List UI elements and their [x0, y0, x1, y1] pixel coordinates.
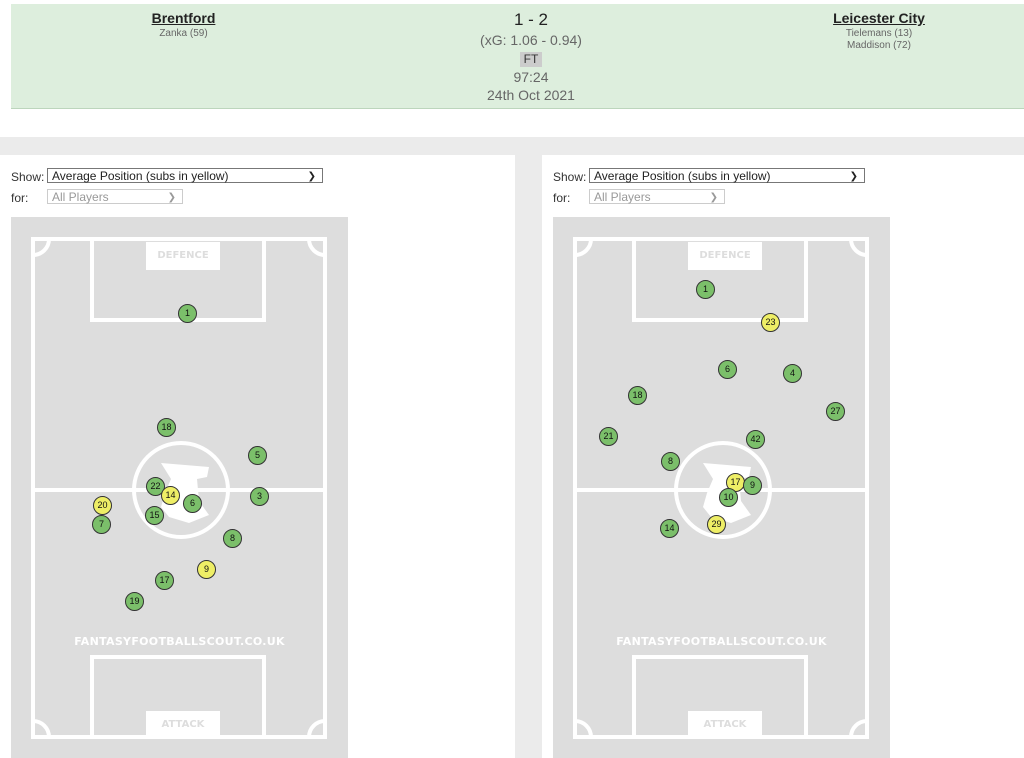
- for-label: for:: [11, 191, 29, 205]
- for-row: for: All Players ❯: [553, 189, 725, 205]
- show-label: Show:: [11, 170, 45, 184]
- watermark: FANTASYFOOTBALLSCOUT.CO.UK: [74, 635, 285, 648]
- match-clock: 97:24: [513, 69, 549, 85]
- player-marker[interactable]: 20: [93, 496, 112, 515]
- show-select-value: Average Position (subs in yellow): [52, 169, 229, 183]
- player-marker[interactable]: 1: [178, 304, 197, 323]
- player-marker[interactable]: 15: [145, 506, 164, 525]
- score-block: 1 - 2 (xG: 1.06 - 0.94) FT 97:24 24th Oc…: [431, 10, 631, 104]
- chevron-down-icon: ❯: [307, 171, 316, 182]
- player-marker[interactable]: 27: [826, 402, 845, 421]
- chevron-down-icon: ❯: [167, 192, 176, 203]
- pitch-markings: [31, 237, 327, 739]
- player-marker[interactable]: 9: [743, 476, 762, 495]
- pitch: DEFENCE ATTACK FANTASYFOOTBALLSCOUT.CO.U…: [11, 217, 348, 758]
- for-select[interactable]: All Players ❯: [47, 189, 183, 204]
- player-marker[interactable]: 19: [125, 592, 144, 611]
- show-select[interactable]: Average Position (subs in yellow) ❯: [47, 168, 323, 183]
- player-marker[interactable]: 8: [223, 529, 242, 548]
- player-marker[interactable]: 18: [628, 386, 647, 405]
- player-marker[interactable]: 3: [250, 487, 269, 506]
- player-marker[interactable]: 8: [661, 452, 680, 471]
- for-select[interactable]: All Players ❯: [589, 189, 725, 204]
- away-team-link[interactable]: Leicester City: [833, 10, 925, 26]
- show-select[interactable]: Average Position (subs in yellow) ❯: [589, 168, 865, 183]
- player-marker[interactable]: 1: [696, 280, 715, 299]
- player-marker[interactable]: 23: [761, 313, 780, 332]
- player-marker[interactable]: 5: [248, 446, 267, 465]
- away-team: Leicester City Tielemans (13) Maddison (…: [699, 10, 1024, 52]
- player-marker[interactable]: 18: [157, 418, 176, 437]
- player-marker[interactable]: 6: [183, 494, 202, 513]
- player-marker[interactable]: 14: [660, 519, 679, 538]
- match-date: 24th Oct 2021: [487, 87, 575, 103]
- player-marker[interactable]: 29: [707, 515, 726, 534]
- pitch: DEFENCE ATTACK FANTASYFOOTBALLSCOUT.CO.U…: [553, 217, 890, 758]
- player-marker[interactable]: 9: [197, 560, 216, 579]
- player-marker[interactable]: 6: [718, 360, 737, 379]
- chevron-down-icon: ❯: [849, 171, 858, 182]
- for-select-value: All Players: [594, 190, 651, 204]
- defence-label: DEFENCE: [146, 245, 220, 267]
- pitch-markings: [573, 237, 869, 739]
- for-label: for:: [553, 191, 571, 205]
- show-select-value: Average Position (subs in yellow): [594, 169, 771, 183]
- player-marker[interactable]: 17: [155, 571, 174, 590]
- attack-label: ATTACK: [688, 714, 762, 736]
- away-scorer: Maddison (72): [847, 40, 911, 51]
- watermark: FANTASYFOOTBALLSCOUT.CO.UK: [616, 635, 827, 648]
- top-area: Brentford Zanka (59) 1 - 2 (xG: 1.06 - 0…: [0, 0, 1024, 137]
- for-row: for: All Players ❯: [11, 189, 183, 205]
- defence-label: DEFENCE: [688, 245, 762, 267]
- player-marker[interactable]: 14: [161, 486, 180, 505]
- player-marker[interactable]: 7: [92, 515, 111, 534]
- home-scorer: Zanka (59): [159, 28, 208, 39]
- for-select-value: All Players: [52, 190, 109, 204]
- player-marker[interactable]: 21: [599, 427, 618, 446]
- scoreline: 1 - 2: [513, 10, 549, 29]
- match-header: Brentford Zanka (59) 1 - 2 (xG: 1.06 - 0…: [11, 4, 1024, 109]
- player-marker[interactable]: 4: [783, 364, 802, 383]
- show-label: Show:: [553, 170, 587, 184]
- attack-label: ATTACK: [146, 714, 220, 736]
- home-panel: Show: Average Position (subs in yellow) ❯…: [0, 155, 515, 758]
- player-marker[interactable]: 10: [719, 488, 738, 507]
- show-row: Show: Average Position (subs in yellow) ❯: [11, 168, 323, 184]
- away-panel: Show: Average Position (subs in yellow) ❯…: [542, 155, 1024, 758]
- player-marker[interactable]: 42: [746, 430, 765, 449]
- home-team: Brentford Zanka (59): [11, 10, 356, 40]
- home-team-link[interactable]: Brentford: [151, 10, 216, 26]
- status-badge: FT: [519, 52, 543, 67]
- chevron-down-icon: ❯: [709, 192, 718, 203]
- xg-line: (xG: 1.06 - 0.94): [480, 32, 582, 48]
- show-row: Show: Average Position (subs in yellow) ❯: [553, 168, 865, 184]
- away-scorer: Tielemans (13): [845, 28, 913, 39]
